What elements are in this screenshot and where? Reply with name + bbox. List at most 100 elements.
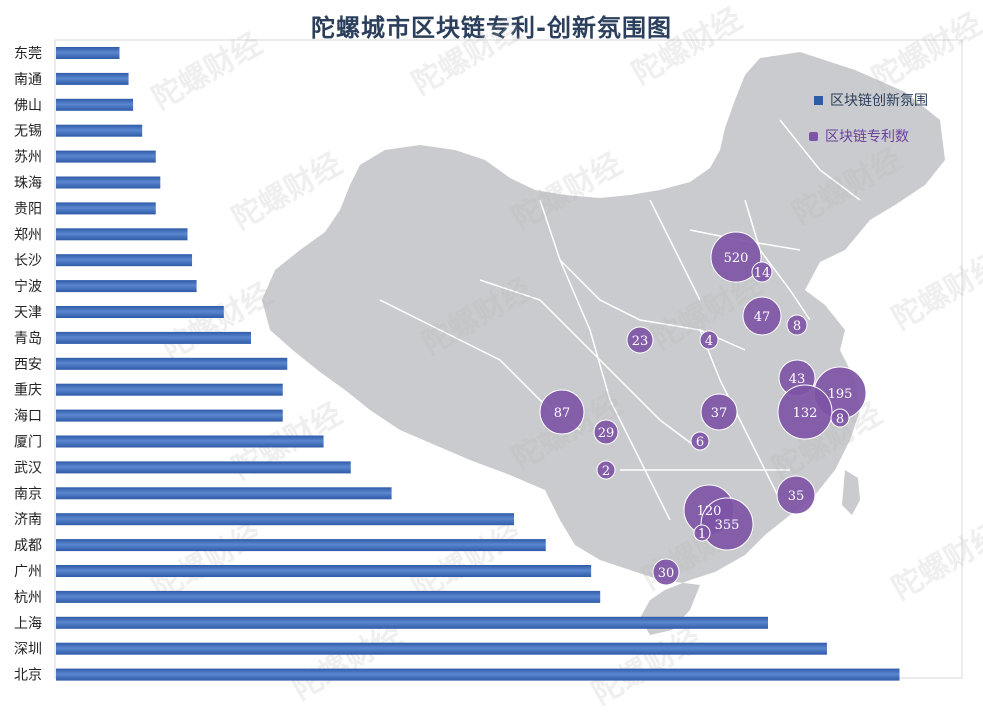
bar-15 bbox=[56, 409, 283, 422]
bar-13 bbox=[56, 357, 288, 370]
bubble-20 bbox=[652, 558, 680, 586]
category-axis: 东莞南通佛山无锡苏州珠海贵阳郑州长沙宁波天津青岛西安重庆海口厦门武汉南京济南成都… bbox=[14, 46, 42, 684]
bubble-10 bbox=[700, 393, 738, 431]
bar-19 bbox=[56, 513, 515, 526]
category-label: 上海 bbox=[14, 616, 42, 632]
category-label: 深圳 bbox=[14, 642, 42, 658]
bar-7 bbox=[56, 202, 156, 215]
category-label: 南京 bbox=[14, 486, 42, 502]
bubble-14 bbox=[690, 431, 710, 451]
bubble-19 bbox=[693, 524, 711, 542]
category-label: 无锡 bbox=[14, 124, 42, 140]
legend-bubble-label: 区块链专利数 bbox=[825, 129, 909, 145]
bar-2 bbox=[56, 72, 129, 85]
watermark-text: 陀螺财经 bbox=[867, 7, 983, 97]
bar-14 bbox=[56, 383, 283, 396]
bubble-13 bbox=[593, 419, 619, 445]
bubble-value-label: 47 bbox=[754, 310, 771, 325]
category-label: 天津 bbox=[14, 305, 42, 321]
bubble-value-label: 37 bbox=[711, 406, 728, 421]
bubble-1 bbox=[710, 231, 762, 283]
bar-21 bbox=[56, 565, 592, 577]
bubble-value-label: 355 bbox=[715, 518, 740, 533]
category-label: 长沙 bbox=[14, 253, 42, 269]
bar-12 bbox=[56, 331, 252, 344]
category-label: 西安 bbox=[14, 357, 42, 373]
category-label: 佛山 bbox=[14, 98, 42, 114]
bar-6 bbox=[56, 176, 161, 189]
bar-20 bbox=[56, 539, 546, 552]
category-label: 东莞 bbox=[14, 46, 42, 62]
bubble-value-label: 132 bbox=[793, 406, 818, 421]
bar-22 bbox=[56, 590, 601, 603]
category-label: 广州 bbox=[14, 564, 42, 580]
bubble-value-label: 2 bbox=[602, 464, 610, 479]
bubble-9 bbox=[539, 389, 585, 435]
watermark-text: 陀螺财经 bbox=[407, 12, 528, 102]
bubble-value-label: 195 bbox=[828, 387, 853, 402]
bar-11 bbox=[56, 306, 224, 318]
bubble-18 bbox=[700, 497, 754, 551]
bar-23 bbox=[56, 616, 768, 629]
bubble-value-label: 35 bbox=[788, 489, 805, 504]
bubble-2 bbox=[751, 261, 773, 283]
bar-9 bbox=[56, 254, 193, 267]
bubble-value-label: 14 bbox=[754, 266, 771, 281]
watermark-text: 陀螺财经 bbox=[587, 622, 708, 712]
bubble-value-label: 520 bbox=[724, 251, 749, 266]
watermark-text: 陀螺财经 bbox=[287, 617, 408, 707]
bubble-value-label: 87 bbox=[554, 406, 571, 421]
category-label: 武汉 bbox=[14, 460, 42, 476]
category-label: 北京 bbox=[14, 668, 42, 684]
legend-bubble-swatch bbox=[809, 132, 818, 141]
bubble-value-label: 8 bbox=[793, 319, 801, 334]
bubble-15 bbox=[596, 460, 616, 480]
category-label: 成都 bbox=[14, 538, 42, 554]
bubble-value-label: 8 bbox=[836, 412, 844, 427]
category-label: 重庆 bbox=[14, 383, 42, 399]
bar-8 bbox=[56, 228, 188, 241]
bar-series bbox=[56, 47, 900, 681]
category-label: 海口 bbox=[14, 409, 42, 425]
bar-3 bbox=[56, 98, 134, 111]
legend: 区块链创新氛围 区块链专利数 bbox=[809, 93, 928, 145]
bar-25 bbox=[56, 668, 900, 681]
bar-4 bbox=[56, 124, 143, 137]
bubble-value-label: 30 bbox=[658, 566, 675, 581]
category-label: 郑州 bbox=[14, 227, 42, 243]
bar-24 bbox=[56, 642, 827, 655]
category-label: 青岛 bbox=[14, 331, 42, 347]
bubble-value-label: 29 bbox=[598, 426, 615, 441]
watermark-text: 陀螺财经 bbox=[887, 247, 983, 337]
bubble-value-label: 4 bbox=[705, 334, 713, 349]
bar-16 bbox=[56, 435, 324, 448]
watermark-text: 陀螺财经 bbox=[227, 147, 348, 237]
bubble-value-label: 43 bbox=[789, 372, 806, 387]
bubble-6 bbox=[626, 326, 654, 354]
category-label: 南通 bbox=[14, 72, 42, 88]
bar-17 bbox=[56, 461, 351, 474]
bubble-value-label: 120 bbox=[697, 504, 722, 519]
bar-5 bbox=[56, 150, 156, 163]
legend-bar-swatch bbox=[814, 96, 823, 105]
category-label: 珠海 bbox=[14, 176, 42, 192]
china-map bbox=[262, 52, 945, 635]
category-label: 杭州 bbox=[14, 590, 42, 606]
bubble-4 bbox=[786, 314, 808, 336]
watermark-text: 陀螺财经 bbox=[627, 2, 748, 92]
bubble-3 bbox=[742, 296, 782, 336]
category-label: 苏州 bbox=[14, 150, 42, 166]
bubble-16 bbox=[776, 475, 816, 515]
bubble-value-label: 1 bbox=[698, 527, 706, 542]
bubble-value-label: 6 bbox=[696, 435, 704, 450]
category-label: 济南 bbox=[14, 512, 42, 528]
category-label: 贵阳 bbox=[14, 201, 42, 217]
watermark-text: 陀螺财经 bbox=[887, 517, 983, 607]
bubble-12 bbox=[830, 408, 850, 428]
category-label: 厦门 bbox=[14, 435, 42, 451]
chart-title: 陀螺城市区块链专利-创新氛围图 bbox=[311, 14, 672, 42]
bubble-value-label: 23 bbox=[632, 334, 649, 349]
bar-1 bbox=[56, 47, 120, 59]
